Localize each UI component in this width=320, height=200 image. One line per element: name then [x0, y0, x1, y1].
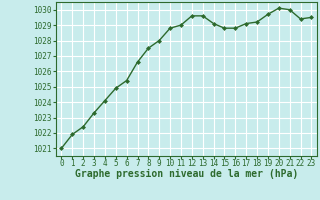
X-axis label: Graphe pression niveau de la mer (hPa): Graphe pression niveau de la mer (hPa) [75, 169, 298, 179]
